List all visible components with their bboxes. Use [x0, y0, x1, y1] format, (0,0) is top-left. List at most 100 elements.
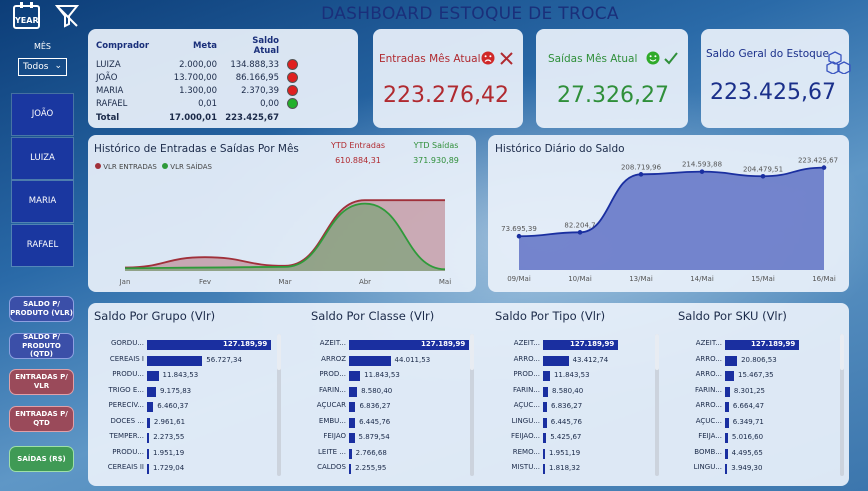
bar-row[interactable]: REMO... 1.951,19 [490, 448, 665, 460]
scrollbar-thumb[interactable] [470, 334, 474, 370]
ytd-entradas-label: YTD Entradas [330, 141, 386, 150]
bar-mark [725, 371, 734, 381]
scrollbar[interactable] [655, 334, 659, 476]
bar-row[interactable]: FEIJAO... 5.425,67 [490, 432, 665, 444]
table-row[interactable]: JOÃO 13.700,00 86.166,95 [96, 71, 305, 84]
bar-row[interactable]: TRIGO E... 9.175,83 [94, 386, 269, 398]
bar-category-label: DOCES ... [110, 416, 144, 425]
nav-saidas-button[interactable]: SAÍDAS (R$) [9, 446, 74, 472]
bar-mark [147, 355, 203, 366]
bar-row[interactable]: EMBU... 6.445,76 [296, 417, 471, 429]
kpi-entradas-value: 223.276,42 [383, 83, 509, 108]
bar-row[interactable]: AZEIT... 127.189,99 [296, 339, 471, 351]
scrollbar-thumb[interactable] [277, 334, 281, 370]
bar-row[interactable]: MISTU... 1.818,32 [490, 463, 665, 475]
bar-category-label: REMO... [512, 447, 540, 456]
bar-row[interactable]: AÇUCAR 6.836,27 [296, 401, 471, 413]
daily-history-title: Histórico Diário do Saldo [495, 143, 625, 155]
monthly-history-title: Histórico de Entradas e Saídas Por Mês [94, 143, 299, 155]
bar-category-label: GORDU... [111, 339, 144, 347]
scrollbar[interactable] [470, 334, 474, 476]
bar-row[interactable]: AÇUC... 6.836,27 [490, 401, 665, 413]
buyer-button-maria[interactable]: MARIA [12, 181, 73, 222]
table-row[interactable]: RAFAEL 0,01 0,00 [96, 97, 305, 110]
monthly-history-chart: Jan Fev Mar Abr Mai [119, 199, 451, 286]
bar-row[interactable]: AZEIT... 127.189,99 [490, 339, 665, 351]
bar-row[interactable]: FARIN... 8.580,40 [490, 386, 665, 398]
bar-row[interactable]: CEREAIS II 1.729,04 [94, 463, 269, 475]
table-row[interactable]: LUIZA 2.000,00 134.888,33 [96, 58, 305, 71]
data-label: 204.479,51 [743, 165, 783, 173]
kpi-saldo-title: Saldo Geral do Estoque [706, 48, 829, 60]
bar-row[interactable]: PRODU... 1.951,19 [94, 448, 269, 460]
nav-saldo-produto-vlr-button[interactable]: SALDO P/ PRODUTO (VLR) [9, 296, 74, 322]
bar-category-label: ARRO... [695, 401, 722, 409]
col-header-saldo[interactable]: Saldo Atual [252, 36, 279, 56]
bar-mark [725, 386, 730, 397]
scrollbar[interactable] [277, 334, 281, 476]
bar-row[interactable]: GORDU... 127.189,99 [94, 339, 271, 351]
bar-row[interactable]: CEREAIS I 56.727,34 [94, 355, 269, 367]
bar-row[interactable]: LINGU... 3.949,30 [672, 463, 847, 475]
bar-row[interactable]: ARRO... 20.806,53 [672, 355, 847, 367]
bar-mark [349, 464, 352, 474]
buyer-button-rafael[interactable]: RAFAEL [12, 225, 73, 266]
bar-row[interactable]: AÇUC... 6.349,71 [672, 417, 847, 429]
bar-row[interactable]: PERECÍV... 6.460,37 [94, 401, 269, 413]
scrollbar-thumb[interactable] [655, 334, 659, 370]
bar-row[interactable]: LEITE ... 2.766,68 [296, 448, 471, 460]
bar-mark [147, 448, 149, 459]
total-label: Total [96, 113, 120, 123]
bar-row[interactable]: PROD... 11.843,53 [490, 370, 665, 382]
bar-row[interactable]: AZEIT... 127.189,99 [672, 339, 847, 351]
bar-value-label: 2.255,95 [355, 464, 387, 472]
sad-face-icon [481, 51, 495, 65]
table-row[interactable]: MARIA 1.300,00 2.370,39 [96, 84, 305, 97]
bar-row[interactable]: DOCES ... 2.961,61 [94, 417, 269, 429]
calendar-year-icon[interactable]: YEAR [13, 2, 40, 29]
bar-mark [725, 464, 728, 474]
scrollbar[interactable] [840, 334, 844, 476]
bar-value-label: 6.836,27 [359, 402, 391, 410]
status-indicator-icon [286, 72, 298, 83]
bar-row[interactable]: PROD... 11.843,53 [296, 370, 471, 382]
bar-row[interactable]: ARRO... 6.664,47 [672, 401, 847, 413]
buyer-button-joao[interactable]: JOÃO [12, 94, 73, 135]
series-area-1 [125, 203, 445, 271]
bar-row[interactable]: CALDOS 2.255,95 [296, 463, 471, 475]
nav-saldo-produto-qtd-button[interactable]: SALDO P/ PRODUTO (QTD) [9, 333, 74, 359]
bar-category-label: PERECÍV... [108, 401, 144, 409]
buyer-name: RAFAEL [96, 98, 128, 109]
scrollbar-thumb[interactable] [840, 334, 844, 370]
bar-value-label: 2.273,55 [153, 433, 185, 441]
bar-row[interactable]: ARRO... 15.467,35 [672, 370, 847, 382]
month-filter-select[interactable]: Todos ⌄ [18, 58, 67, 76]
bar-row[interactable]: ARRO... 43.412,74 [490, 355, 665, 367]
bar-row[interactable]: FARIN... 8.301,25 [672, 386, 847, 398]
bar-category-label: PRODU... [112, 370, 144, 378]
bar-row[interactable]: BOMB... 4.495,65 [672, 448, 847, 460]
bar-row[interactable]: PRODU... 11.843,53 [94, 370, 269, 382]
bar-row[interactable]: FEIJÃO 5.879,54 [296, 432, 471, 444]
nav-entradas-vlr-button[interactable]: ENTRADAS P/ VLR [9, 369, 74, 395]
bar-value-label: 127.189,99 [751, 340, 796, 348]
buyer-button-luiza[interactable]: LUIZA [12, 138, 73, 179]
bar-row[interactable]: ARROZ 44.011,53 [296, 355, 471, 367]
bar-row[interactable]: FARIN... 8.580,40 [296, 386, 471, 398]
bar-value-label: 6.349,71 [732, 417, 764, 426]
x-tick-label: Abr [359, 278, 371, 286]
bar-mark [349, 386, 358, 397]
x-tick-label: Jan [119, 278, 131, 286]
bar-row[interactable]: LINGU... 6.445,76 [490, 417, 665, 429]
bar-chart-title: Saldo Por SKU (Vlr) [678, 309, 787, 323]
bar-value-label: 11.843,53 [553, 371, 590, 379]
happy-face-icon [646, 51, 660, 65]
bar-value-label: 1.951,19 [549, 448, 581, 457]
nav-entradas-qtd-button[interactable]: ENTRADAS P/ QTD [9, 406, 74, 432]
data-label: 208.719,96 [621, 163, 662, 171]
legend-saidas-swatch [162, 163, 169, 169]
bar-row[interactable]: TEMPER... 2.273,55 [94, 432, 269, 444]
table-total-row: Total 17.000,01 223.425,67 [96, 110, 305, 124]
bar-row[interactable]: FEIJÃ... 5.016,60 [672, 432, 847, 444]
filter-clear-icon[interactable] [55, 4, 79, 28]
